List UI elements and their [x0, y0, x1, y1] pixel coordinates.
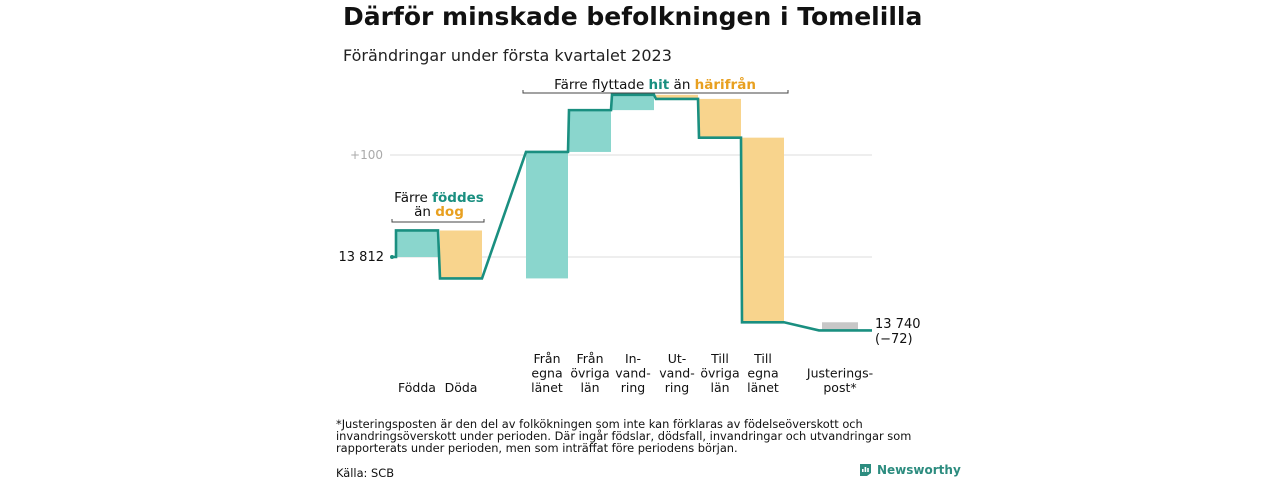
- category-label-2: Från: [533, 351, 560, 366]
- newsworthy-icon: [860, 464, 871, 476]
- category-label-6: övriga: [700, 366, 739, 381]
- category-label-5: ring: [665, 380, 689, 395]
- bar-7: [742, 137, 784, 323]
- source-label: Källa: SCB: [336, 466, 395, 480]
- births-annotation-line2: än dog: [414, 204, 464, 220]
- logo-text: Newsworthy: [877, 463, 961, 477]
- category-label-7: egna: [747, 366, 778, 381]
- bar-4: [612, 94, 654, 111]
- category-label-7: länet: [747, 380, 779, 395]
- category-label-8: post*: [823, 380, 856, 395]
- category-label-5: vand-: [659, 366, 694, 381]
- end-change-label: (−72): [875, 332, 913, 347]
- category-label-7: Till: [753, 351, 772, 366]
- category-label-2: länet: [531, 380, 563, 395]
- category-label-2: egna: [531, 366, 562, 381]
- category-label-3: övriga: [570, 366, 609, 381]
- end-value-label: 13 740: [875, 317, 921, 332]
- category-label-3: Från: [576, 351, 603, 366]
- bar-5: [656, 94, 698, 99]
- bar-6: [699, 98, 741, 138]
- category-label-5: Ut-: [668, 351, 687, 366]
- footnote: *Justeringsposten är den del av folkökni…: [336, 417, 912, 455]
- chart-subtitle: Förändringar under första kvartalet 2023: [343, 46, 672, 65]
- bar-2: [526, 151, 568, 279]
- category-label-3: län: [580, 380, 599, 395]
- category-label-8: Justerings-: [806, 366, 873, 381]
- bar-3: [569, 110, 611, 152]
- gridline-label: +100: [350, 148, 383, 162]
- start-value-label: 13 812: [339, 250, 385, 265]
- newsworthy-logo[interactable]: Newsworthy: [859, 463, 961, 477]
- start-dot: [390, 255, 394, 259]
- category-label-1: Döda: [445, 380, 478, 395]
- category-label-6: Till: [710, 351, 729, 366]
- category-label-4: vand-: [615, 366, 650, 381]
- category-label-4: In-: [625, 351, 641, 366]
- moves-annotation: Färre flyttade hit än härifrån: [554, 76, 756, 93]
- births-annotation-line1: Färre föddes: [394, 190, 484, 206]
- chart-title: Därför minskade befolkningen i Tomelilla: [343, 2, 923, 31]
- bar-1: [440, 230, 482, 279]
- moves-bracket: [522, 90, 789, 94]
- births-bracket: [391, 219, 485, 223]
- bar-8: [822, 322, 858, 331]
- category-label-0: Födda: [398, 380, 436, 395]
- category-label-4: ring: [621, 380, 645, 395]
- bar-0: [396, 230, 438, 257]
- step-line: [392, 93, 872, 332]
- category-label-6: län: [710, 380, 729, 395]
